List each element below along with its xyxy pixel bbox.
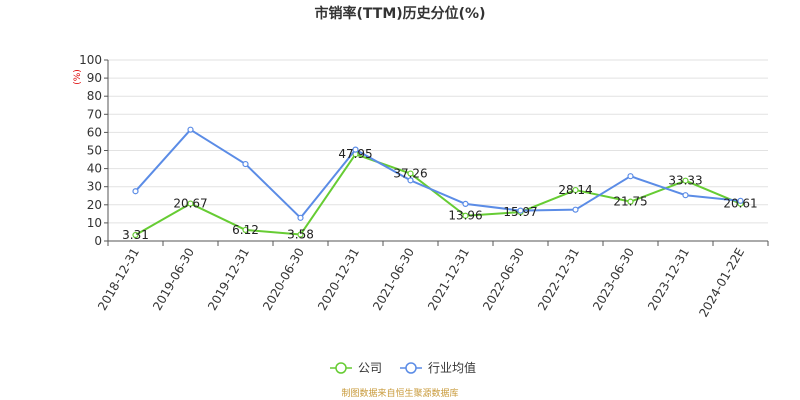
- y-tick-label: 30: [87, 180, 102, 194]
- data-label: 47.95: [338, 147, 372, 161]
- series-0-point[interactable]: [572, 186, 579, 194]
- source-note: 制图数据来自恒生聚源数据库: [341, 387, 458, 399]
- y-tick-label: 0: [94, 234, 102, 248]
- series-layer: [132, 126, 744, 239]
- x-tick-label: 2022-06-30: [480, 246, 527, 313]
- x-tick-label: 2024-01-22E: [696, 246, 747, 320]
- series-1-point[interactable]: [187, 126, 194, 133]
- legend-label: 公司: [358, 361, 382, 375]
- series-0-point[interactable]: [187, 200, 194, 207]
- y-tick-label: 40: [87, 162, 102, 176]
- data-label: 3.31: [122, 228, 149, 242]
- y-tick-label: 100: [79, 53, 102, 67]
- y-tick-label: 60: [87, 125, 102, 139]
- x-tick-label: 2023-06-30: [590, 246, 637, 313]
- data-labels: 3.31 20.67 6.12 3.58 47.95 37.26 13.96 15.97 28.…: [122, 147, 758, 242]
- y-tick-label: 90: [87, 71, 102, 85]
- series-0-point[interactable]: [407, 170, 414, 177]
- series-1-point[interactable]: [627, 173, 634, 180]
- series-line-1: [134, 128, 741, 219]
- data-label: 20.61: [723, 197, 757, 211]
- series-1-point[interactable]: [407, 177, 414, 184]
- legend-item-0[interactable]: 公司: [330, 361, 382, 375]
- y-tick-label: 10: [87, 216, 102, 230]
- series-line-0: [135, 153, 741, 236]
- series-1-point[interactable]: [352, 146, 359, 153]
- series-0-point[interactable]: [462, 212, 469, 219]
- data-label: 28.14: [558, 183, 592, 197]
- series-1-point[interactable]: [517, 207, 524, 214]
- legend: 公司 行业均值: [330, 360, 476, 375]
- series-0-point[interactable]: [242, 226, 249, 234]
- series-0-point[interactable]: [132, 231, 139, 239]
- x-tick-label: 2018-12-31: [95, 246, 142, 313]
- axes: [104, 59, 769, 246]
- data-label: 37.26: [393, 167, 427, 181]
- y-tick-label: 50: [87, 144, 102, 158]
- series-1-point[interactable]: [132, 188, 139, 195]
- x-tick-label: 2020-06-30: [260, 246, 307, 313]
- x-tick-label: 2021-12-31: [425, 246, 472, 313]
- series-1-point[interactable]: [737, 197, 744, 204]
- series-0-point[interactable]: [297, 231, 304, 238]
- y-tick-label: 70: [87, 107, 102, 121]
- x-tick-label: 2021-06-30: [370, 246, 417, 313]
- series-1-point[interactable]: [242, 160, 249, 168]
- data-label: 3.58: [287, 228, 314, 242]
- y-tick-label: 80: [87, 89, 102, 103]
- x-tick-label: 2019-06-30: [150, 246, 197, 313]
- y-tick-label: 20: [87, 198, 102, 212]
- x-tick-label: 2020-12-31: [315, 246, 362, 313]
- x-tick-label: 2022-12-31: [535, 246, 582, 313]
- legend-label: 行业均值: [428, 360, 476, 375]
- series-0-point[interactable]: [627, 198, 634, 205]
- y-axis-ticks: 0 10 20 30 40 50 60 70 80 90 100: [79, 53, 102, 248]
- x-axis-ticks: 2018-12-31 2019-06-30 2019-12-31 2020-06-30…: [95, 246, 747, 320]
- legend-marker: [405, 362, 417, 374]
- data-label: 6.12: [232, 223, 259, 237]
- series-1-point[interactable]: [572, 206, 579, 213]
- y-axis-unit: (%): [73, 69, 83, 85]
- grid-lines: [108, 59, 768, 224]
- legend-item-1[interactable]: 行业均值: [400, 360, 476, 375]
- series-1-point[interactable]: [682, 192, 689, 199]
- x-tick-label: 2019-12-31: [205, 246, 252, 313]
- series-1-point[interactable]: [297, 214, 304, 221]
- data-label: 13.96: [448, 209, 482, 223]
- chart-title: 市销率(TTM)历史分位(%): [315, 5, 486, 22]
- data-label: 21.75: [613, 195, 647, 209]
- series-0-point[interactable]: [682, 177, 689, 184]
- data-label: 20.67: [173, 197, 207, 211]
- legend-marker: [335, 362, 347, 374]
- data-label: 15.97: [503, 205, 537, 219]
- data-label: 33.33: [668, 174, 702, 188]
- series-1-point[interactable]: [462, 200, 469, 207]
- x-tick-label: 2023-12-31: [645, 246, 692, 313]
